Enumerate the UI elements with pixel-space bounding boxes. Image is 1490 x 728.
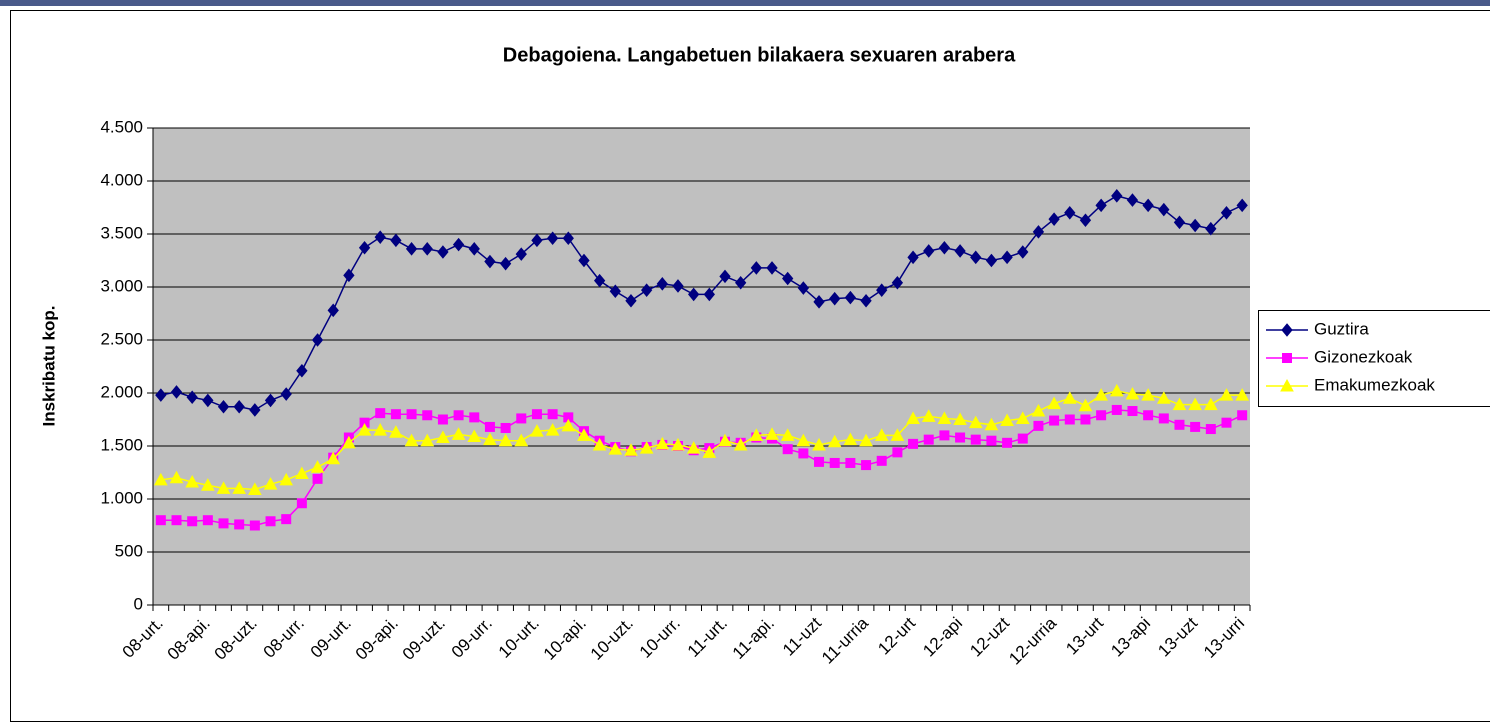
legend-label: Gizonezkoak xyxy=(1314,347,1413,366)
marker xyxy=(1144,411,1153,420)
marker xyxy=(956,433,965,442)
marker xyxy=(783,445,792,454)
marker xyxy=(862,461,871,470)
marker xyxy=(156,516,165,525)
marker xyxy=(1283,354,1292,363)
marker xyxy=(1159,414,1168,423)
marker xyxy=(438,415,447,424)
marker xyxy=(987,436,996,445)
marker xyxy=(235,520,244,529)
marker xyxy=(1128,407,1137,416)
marker xyxy=(250,521,259,530)
y-tick-label: 1.000 xyxy=(100,488,143,507)
marker xyxy=(1034,421,1043,430)
plot-area xyxy=(153,128,1250,605)
marker xyxy=(1018,434,1027,443)
marker xyxy=(313,474,322,483)
marker xyxy=(815,457,824,466)
marker xyxy=(924,435,933,444)
marker xyxy=(376,409,385,418)
marker xyxy=(391,410,400,419)
y-tick-label: 3.000 xyxy=(100,276,143,295)
marker xyxy=(846,458,855,467)
y-tick-label: 3.500 xyxy=(100,223,143,242)
marker xyxy=(282,515,291,524)
legend-label: Guztira xyxy=(1314,319,1369,338)
y-tick-label: 2.500 xyxy=(100,329,143,348)
marker xyxy=(830,458,839,467)
marker xyxy=(1003,438,1012,447)
chart-title: Debagoiena. Langabetuen bilakaera sexuar… xyxy=(503,44,1016,66)
marker xyxy=(407,410,416,419)
window-bar xyxy=(0,0,1490,6)
marker xyxy=(1065,415,1074,424)
marker xyxy=(188,517,197,526)
marker xyxy=(532,410,541,419)
marker xyxy=(877,456,886,465)
marker xyxy=(1206,425,1215,434)
y-axis-label: Inskribatu kop. xyxy=(39,306,58,427)
marker xyxy=(485,422,494,431)
marker xyxy=(1112,405,1121,414)
y-tick-label: 1.500 xyxy=(100,435,143,454)
marker xyxy=(172,516,181,525)
marker xyxy=(423,411,432,420)
y-tick-label: 4.500 xyxy=(100,117,143,136)
y-tick-label: 500 xyxy=(115,541,143,560)
marker xyxy=(1097,411,1106,420)
marker xyxy=(501,423,510,432)
legend-label: Emakumezkoak xyxy=(1314,375,1435,394)
marker xyxy=(1238,411,1247,420)
marker xyxy=(909,439,918,448)
y-tick-label: 0 xyxy=(134,594,143,613)
marker xyxy=(1191,422,1200,431)
marker xyxy=(470,413,479,422)
marker xyxy=(1050,416,1059,425)
marker xyxy=(1081,415,1090,424)
marker xyxy=(799,449,808,458)
y-tick-label: 2.000 xyxy=(100,382,143,401)
marker xyxy=(297,499,306,508)
marker xyxy=(1222,418,1231,427)
marker xyxy=(454,411,463,420)
marker xyxy=(517,414,526,423)
marker xyxy=(203,516,212,525)
marker xyxy=(940,431,949,440)
marker xyxy=(1175,420,1184,429)
marker xyxy=(893,448,902,457)
y-tick-label: 4.000 xyxy=(100,170,143,189)
marker xyxy=(219,519,228,528)
marker xyxy=(266,517,275,526)
marker xyxy=(971,435,980,444)
marker xyxy=(548,410,557,419)
